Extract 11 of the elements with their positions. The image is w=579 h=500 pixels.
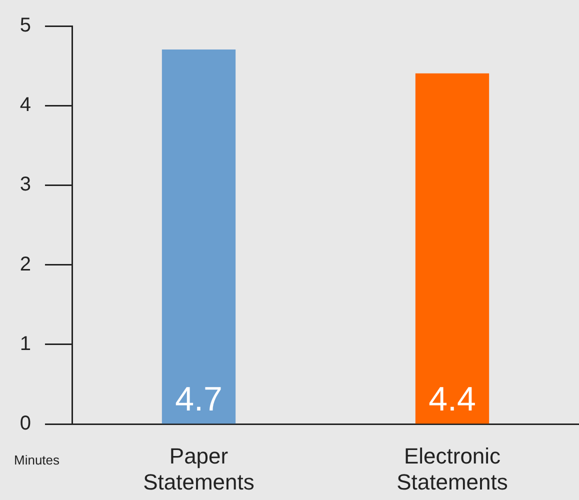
- data-label: 4.7: [175, 380, 222, 418]
- x-tick-label: Electronic Statements: [396, 443, 508, 495]
- y-tick-label: 5: [20, 14, 31, 37]
- y-tick-label: 1: [20, 332, 31, 355]
- x-tick-label: Paper Statements: [143, 443, 254, 495]
- y-tick-label: 0: [20, 412, 31, 435]
- y-axis-title: Minutes: [14, 452, 60, 468]
- y-tick-label: 3: [20, 174, 31, 196]
- y-tick-label: 2: [20, 253, 31, 276]
- y-tick-label: 4: [20, 94, 31, 116]
- data-label: 4.4: [428, 380, 476, 418]
